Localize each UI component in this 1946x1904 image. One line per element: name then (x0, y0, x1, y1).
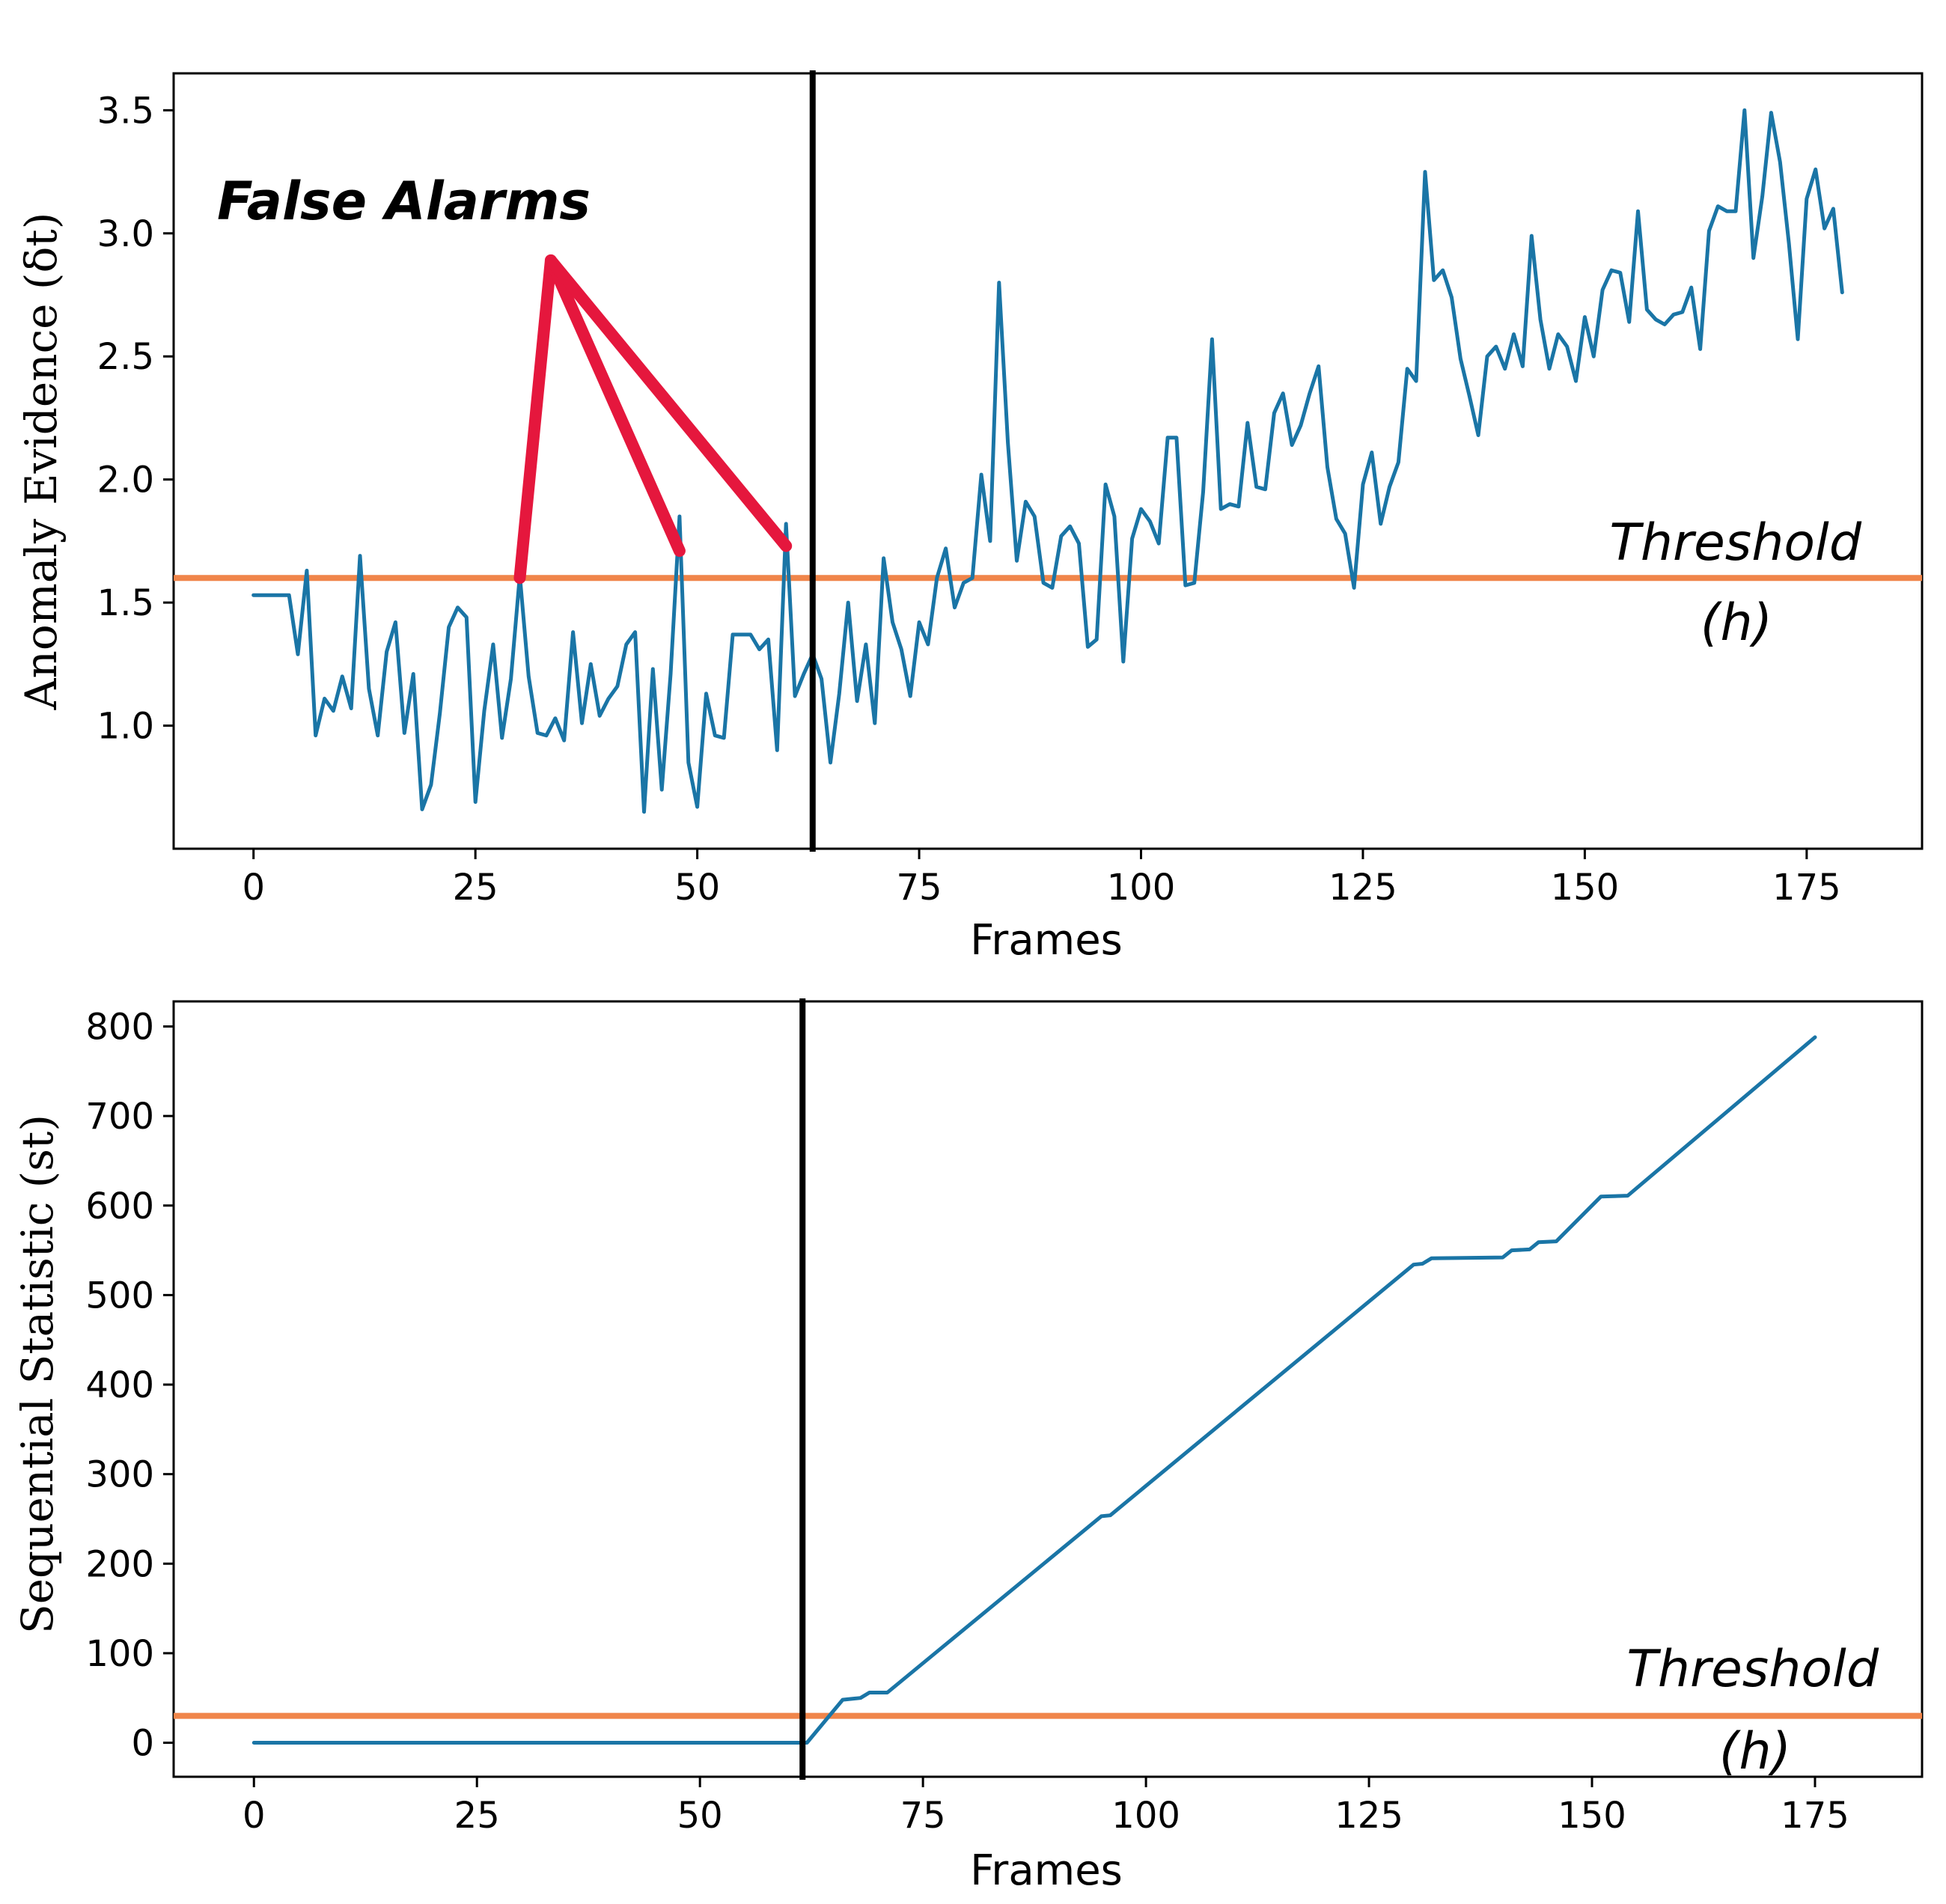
annotation-false-alarms: False Alarms (217, 171, 591, 232)
threshold-label: Threshold (1626, 1640, 1879, 1699)
tick-group: 0 25 50 75 100 125 150 175 1.0 1.5 2.0 2.5 3.0 3.5 (97, 90, 1841, 909)
x-tick-label: 100 (1111, 1795, 1180, 1837)
y-tick-label: 1.0 (97, 706, 154, 748)
y-tick-label: 700 (85, 1096, 154, 1138)
y-tick-label: 800 (85, 1006, 154, 1048)
threshold-h-label: (h) (1701, 594, 1772, 653)
x-tick-label: 75 (900, 1795, 946, 1837)
y-axis-label: Anomaly Evidence (δt) (16, 213, 67, 711)
x-tick-label: 100 (1107, 867, 1176, 909)
x-axis-label: Frames (970, 916, 1123, 965)
y-tick-label: 3.5 (97, 90, 154, 132)
x-tick-label: 50 (677, 1795, 723, 1837)
y-tick-label: 2.5 (97, 336, 154, 378)
x-tick-label: 75 (897, 867, 942, 909)
x-tick-label: 0 (242, 867, 265, 909)
sequential-statistic-plot: 0 25 50 75 100 125 150 175 0 100 200 300 400 500 600 70… (12, 998, 1924, 1895)
x-tick-label: 25 (454, 1795, 500, 1837)
x-tick-label: 150 (1551, 867, 1620, 909)
tick-group: 0 25 50 75 100 125 150 175 0 100 200 300 400 500 600 70… (85, 1006, 1849, 1837)
y-tick-label: 200 (85, 1543, 154, 1585)
threshold-label: Threshold (1609, 513, 1861, 573)
plot-frame (172, 1000, 1924, 1778)
y-tick-label: 3.0 (97, 213, 154, 255)
x-tick-label: 175 (1772, 867, 1841, 909)
y-axis-label: Sequential Statistic (st) (12, 1114, 63, 1634)
plot-frame (172, 72, 1924, 850)
x-tick-label: 25 (453, 867, 498, 909)
x-tick-label: 50 (674, 867, 720, 909)
y-tick-label: 1.5 (97, 582, 154, 624)
false-alarm-arrow (513, 254, 557, 585)
anomaly-evidence-plot: 0 25 50 75 100 125 150 175 1.0 1.5 2.0 2.5 3.0 3.5 Fa… (16, 70, 1924, 965)
false-alarm-arrows (513, 254, 793, 585)
series-line (251, 1035, 1817, 1745)
y-tick-label: 0 (131, 1723, 154, 1765)
y-tick-label: 500 (85, 1275, 154, 1316)
x-tick-label: 125 (1329, 867, 1397, 909)
x-tick-label: 0 (243, 1795, 266, 1837)
x-axis-label: Frames (970, 1846, 1123, 1895)
x-tick-label: 175 (1781, 1795, 1849, 1837)
y-tick-label: 2.0 (97, 460, 154, 501)
y-tick-label: 400 (85, 1364, 154, 1406)
x-tick-label: 125 (1335, 1795, 1403, 1837)
x-tick-label: 150 (1558, 1795, 1626, 1837)
y-tick-label: 600 (85, 1186, 154, 1227)
threshold-h-label: (h) (1719, 1722, 1791, 1781)
false-alarm-arrow (544, 254, 686, 558)
y-tick-label: 100 (85, 1633, 154, 1675)
y-tick-label: 300 (85, 1454, 154, 1496)
false-alarm-arrow (544, 254, 793, 552)
series-line (251, 108, 1844, 814)
